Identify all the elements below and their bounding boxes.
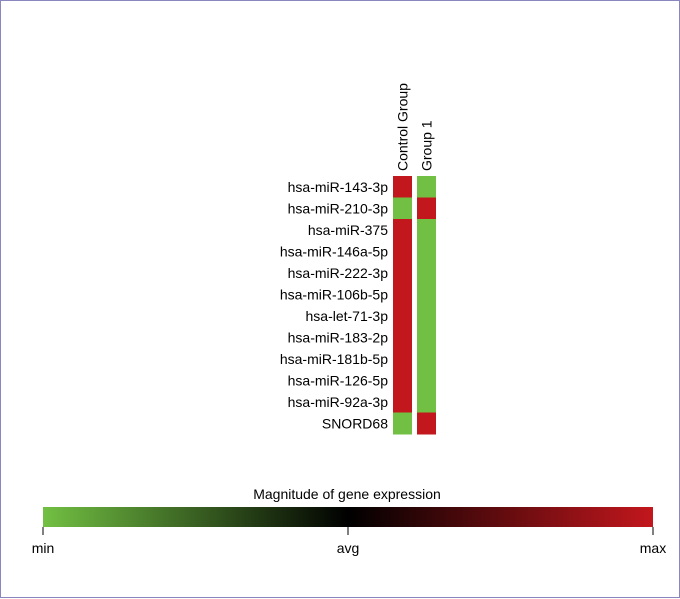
legend-tick-label: max [640, 540, 666, 556]
heatmap-cell [393, 283, 412, 306]
row-label: hsa-miR-106b-5p [280, 286, 388, 302]
heatmap-cell [393, 391, 412, 413]
heatmap-cell [417, 283, 436, 306]
heatmap-cell [393, 369, 412, 392]
heatmap-cell [393, 240, 412, 263]
heatmap-cell [417, 326, 436, 349]
column-labels: Control Group Group 1 [395, 83, 435, 171]
row-label: hsa-miR-183-2p [288, 329, 389, 345]
heatmap-cell [417, 240, 436, 263]
row-labels: hsa-miR-143-3p hsa-miR-210-3p hsa-miR-375 h… [280, 179, 388, 432]
legend-ticks: min avg max [32, 527, 666, 556]
row-label: hsa-miR-92a-3p [288, 394, 389, 410]
heatmap-cell [393, 412, 412, 435]
row-label: hsa-miR-126-5p [288, 372, 389, 388]
heatmap-cell [417, 197, 436, 220]
row-label: SNORD68 [322, 415, 388, 431]
row-label: hsa-let-71-3p [306, 308, 389, 324]
row-label: hsa-miR-146a-5p [280, 243, 388, 259]
column-label: Group 1 [419, 120, 435, 171]
row-label: hsa-miR-222-3p [288, 265, 389, 281]
row-label: hsa-miR-143-3p [288, 179, 389, 195]
legend-title: Magnitude of gene expression [253, 486, 441, 502]
heatmap-cell [417, 369, 436, 392]
row-label: hsa-miR-375 [308, 222, 388, 238]
heatmap-cell [417, 219, 436, 241]
heatmap-cells [393, 176, 436, 435]
row-label: hsa-miR-210-3p [288, 200, 389, 216]
heatmap-cell [417, 176, 436, 198]
heatmap-cell [417, 391, 436, 413]
heatmap-cell [393, 348, 412, 370]
color-scale-bar [43, 507, 653, 527]
heatmap-cell [417, 262, 436, 284]
legend-tick-label: avg [337, 540, 360, 556]
heatmap-cell [417, 348, 436, 370]
heatmap-cell [393, 176, 412, 198]
heatmap-cell [417, 412, 436, 435]
heatmap-cell [393, 219, 412, 241]
heatmap-cell [393, 197, 412, 220]
heatmap-cell [393, 262, 412, 284]
row-label: hsa-miR-181b-5p [280, 351, 388, 367]
legend-tick-label: min [32, 540, 55, 556]
heatmap-cell [417, 305, 436, 327]
heatmap-cell [393, 326, 412, 349]
heatmap-cell [393, 305, 412, 327]
column-label: Control Group [395, 83, 411, 171]
